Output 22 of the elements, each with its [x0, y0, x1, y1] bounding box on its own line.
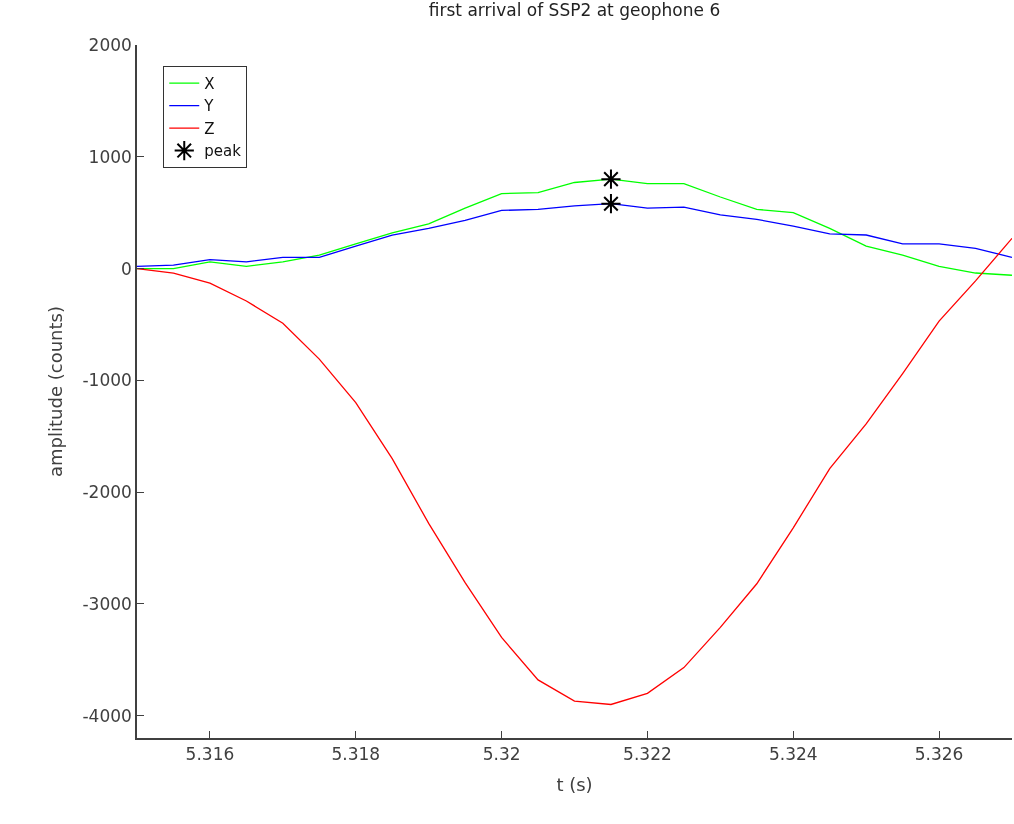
x-tick-label: 5.318 — [331, 744, 381, 765]
x-tick-label: 5.324 — [768, 744, 818, 765]
y-tick-label: -4000 — [82, 705, 132, 726]
y-tick-label: -3000 — [82, 593, 132, 614]
y-tick-label: 2000 — [88, 34, 132, 55]
x-axis-title: t (s) — [556, 773, 593, 795]
legend-label: Z — [204, 119, 215, 138]
y-tick-label: 0 — [121, 258, 132, 279]
y-tick-label: -2000 — [82, 482, 132, 503]
x-tick-label: 5.32 — [482, 744, 521, 765]
x-tick-label: 5.326 — [914, 744, 964, 765]
x-tick-label: 5.316 — [185, 744, 235, 765]
legend-label: X — [204, 74, 215, 93]
x-tick-label: 5.322 — [623, 744, 672, 765]
y-axis-title: amplitude (counts) — [45, 306, 67, 477]
y-tick-label: 1000 — [88, 146, 132, 167]
line-series — [137, 203, 1012, 267]
chart-title: first arrival of SSP2 at geophone 6 — [428, 0, 721, 21]
legend-label: peak — [204, 142, 242, 161]
line-series — [137, 237, 1012, 706]
legend-label: Y — [203, 97, 215, 116]
y-tick-label: -1000 — [82, 370, 132, 391]
